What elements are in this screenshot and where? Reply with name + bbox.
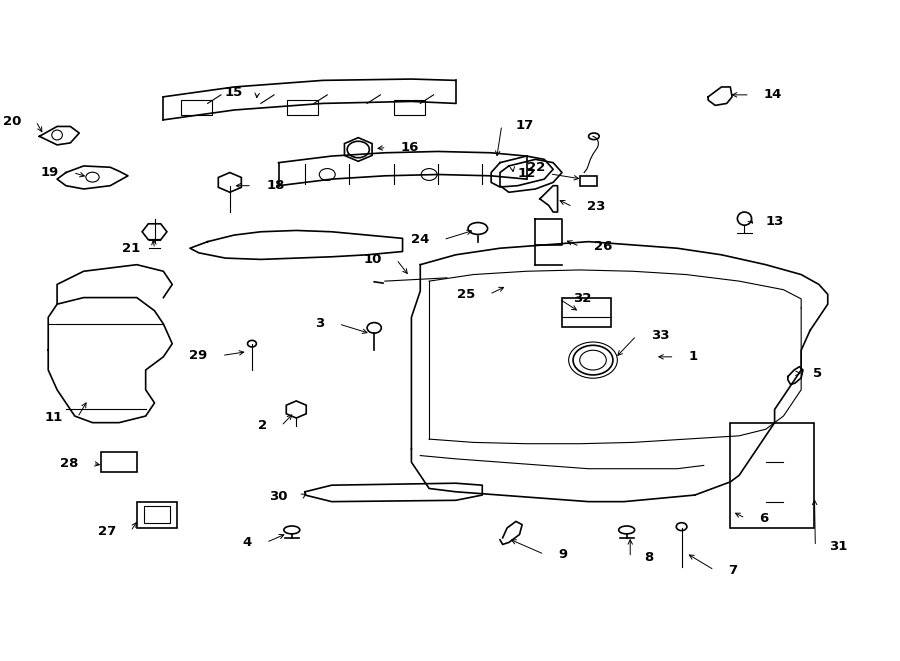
Text: 26: 26 [594, 240, 612, 253]
Text: 1: 1 [688, 350, 698, 364]
Text: 28: 28 [60, 457, 78, 470]
Text: 10: 10 [364, 253, 382, 266]
Bar [562, 297, 611, 327]
Bar [580, 176, 598, 186]
Text: 4: 4 [243, 536, 252, 549]
Text: 23: 23 [587, 200, 605, 214]
Text: 33: 33 [651, 329, 669, 342]
Text: 2: 2 [258, 420, 267, 432]
Bar [137, 502, 176, 528]
Text: 8: 8 [644, 551, 653, 564]
Bar [287, 100, 319, 114]
Text: 18: 18 [266, 179, 284, 192]
Text: 29: 29 [189, 349, 208, 362]
Text: 32: 32 [573, 292, 592, 305]
Text: 9: 9 [559, 548, 568, 561]
Text: 25: 25 [457, 288, 475, 301]
Bar [102, 452, 137, 472]
Bar [730, 422, 815, 528]
Text: 19: 19 [40, 166, 58, 179]
Text: 13: 13 [766, 215, 784, 229]
Text: 27: 27 [98, 525, 116, 538]
Text: 14: 14 [764, 89, 782, 101]
Text: 11: 11 [45, 411, 63, 424]
Text: 6: 6 [760, 512, 769, 525]
Text: 12: 12 [518, 167, 536, 180]
Text: 7: 7 [728, 564, 738, 576]
Text: 24: 24 [410, 233, 429, 246]
Text: 22: 22 [526, 161, 544, 174]
Text: 16: 16 [400, 141, 419, 154]
Text: 3: 3 [315, 317, 325, 330]
Text: 17: 17 [516, 118, 535, 132]
Text: 15: 15 [225, 86, 243, 98]
Text: 30: 30 [269, 490, 287, 503]
Text: 31: 31 [830, 540, 848, 553]
Bar [144, 506, 170, 523]
Text: 21: 21 [122, 243, 140, 255]
Bar [181, 100, 212, 114]
Text: 20: 20 [4, 115, 22, 128]
Bar [393, 100, 425, 114]
Text: 5: 5 [813, 367, 822, 380]
